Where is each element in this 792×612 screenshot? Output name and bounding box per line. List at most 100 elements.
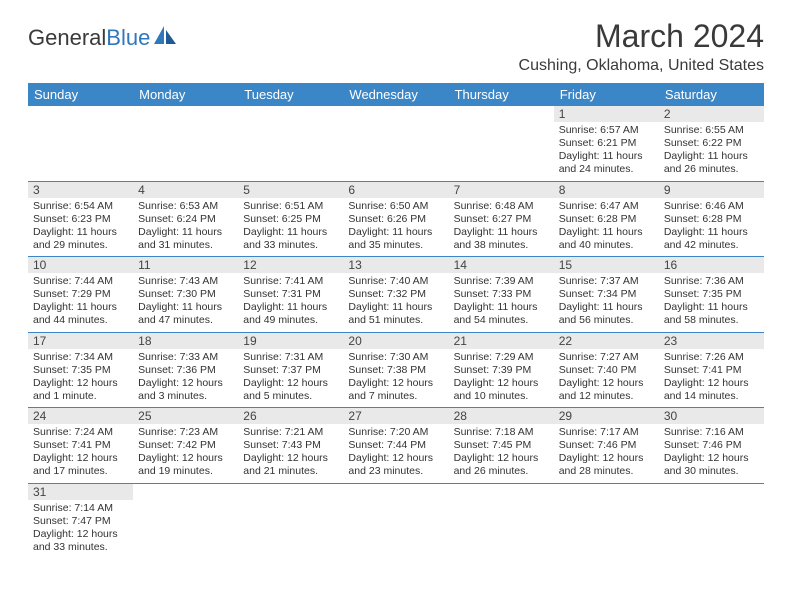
calendar-cell <box>449 483 554 558</box>
calendar-cell <box>238 483 343 558</box>
day-content: Sunrise: 7:41 AMSunset: 7:31 PMDaylight:… <box>238 273 343 332</box>
day-content: Sunrise: 6:57 AMSunset: 6:21 PMDaylight:… <box>554 122 659 181</box>
day-number: 31 <box>28 484 133 500</box>
calendar-cell <box>554 483 659 558</box>
calendar-row: 17Sunrise: 7:34 AMSunset: 7:35 PMDayligh… <box>28 332 764 408</box>
logo-word1: General <box>28 25 106 50</box>
col-tuesday: Tuesday <box>238 83 343 106</box>
calendar-cell: 15Sunrise: 7:37 AMSunset: 7:34 PMDayligh… <box>554 257 659 333</box>
day-content: Sunrise: 7:30 AMSunset: 7:38 PMDaylight:… <box>343 349 448 408</box>
day-number: 20 <box>343 333 448 349</box>
day-content: Sunrise: 6:55 AMSunset: 6:22 PMDaylight:… <box>659 122 764 181</box>
calendar-cell <box>343 106 448 181</box>
day-content: Sunrise: 6:46 AMSunset: 6:28 PMDaylight:… <box>659 198 764 257</box>
day-number: 26 <box>238 408 343 424</box>
logo-word2: Blue <box>106 25 150 50</box>
calendar-cell: 14Sunrise: 7:39 AMSunset: 7:33 PMDayligh… <box>449 257 554 333</box>
day-number: 9 <box>659 182 764 198</box>
calendar-cell: 23Sunrise: 7:26 AMSunset: 7:41 PMDayligh… <box>659 332 764 408</box>
calendar-cell <box>28 106 133 181</box>
day-content: Sunrise: 7:39 AMSunset: 7:33 PMDaylight:… <box>449 273 554 332</box>
day-content: Sunrise: 7:44 AMSunset: 7:29 PMDaylight:… <box>28 273 133 332</box>
calendar-cell: 3Sunrise: 6:54 AMSunset: 6:23 PMDaylight… <box>28 181 133 257</box>
day-content: Sunrise: 7:34 AMSunset: 7:35 PMDaylight:… <box>28 349 133 408</box>
header-row: Sunday Monday Tuesday Wednesday Thursday… <box>28 83 764 106</box>
day-number: 29 <box>554 408 659 424</box>
calendar-cell <box>449 106 554 181</box>
calendar-cell: 6Sunrise: 6:50 AMSunset: 6:26 PMDaylight… <box>343 181 448 257</box>
calendar-cell: 4Sunrise: 6:53 AMSunset: 6:24 PMDaylight… <box>133 181 238 257</box>
day-content: Sunrise: 6:54 AMSunset: 6:23 PMDaylight:… <box>28 198 133 257</box>
calendar-cell: 12Sunrise: 7:41 AMSunset: 7:31 PMDayligh… <box>238 257 343 333</box>
day-content: Sunrise: 7:40 AMSunset: 7:32 PMDaylight:… <box>343 273 448 332</box>
day-content: Sunrise: 7:20 AMSunset: 7:44 PMDaylight:… <box>343 424 448 483</box>
day-content: Sunrise: 6:50 AMSunset: 6:26 PMDaylight:… <box>343 198 448 257</box>
calendar-cell: 25Sunrise: 7:23 AMSunset: 7:42 PMDayligh… <box>133 408 238 484</box>
calendar-cell: 26Sunrise: 7:21 AMSunset: 7:43 PMDayligh… <box>238 408 343 484</box>
day-number: 27 <box>343 408 448 424</box>
day-number: 24 <box>28 408 133 424</box>
calendar-cell <box>659 483 764 558</box>
calendar-cell: 16Sunrise: 7:36 AMSunset: 7:35 PMDayligh… <box>659 257 764 333</box>
day-content: Sunrise: 7:31 AMSunset: 7:37 PMDaylight:… <box>238 349 343 408</box>
title-block: March 2024 Cushing, Oklahoma, United Sta… <box>519 18 764 75</box>
logo-text: GeneralBlue <box>28 28 150 48</box>
day-number: 12 <box>238 257 343 273</box>
day-content: Sunrise: 6:53 AMSunset: 6:24 PMDaylight:… <box>133 198 238 257</box>
sail-icon <box>152 24 178 51</box>
calendar-cell: 1Sunrise: 6:57 AMSunset: 6:21 PMDaylight… <box>554 106 659 181</box>
day-number: 17 <box>28 333 133 349</box>
day-content: Sunrise: 7:27 AMSunset: 7:40 PMDaylight:… <box>554 349 659 408</box>
day-number: 21 <box>449 333 554 349</box>
day-content: Sunrise: 7:37 AMSunset: 7:34 PMDaylight:… <box>554 273 659 332</box>
day-number: 13 <box>343 257 448 273</box>
calendar-cell: 31Sunrise: 7:14 AMSunset: 7:47 PMDayligh… <box>28 483 133 558</box>
calendar-cell: 27Sunrise: 7:20 AMSunset: 7:44 PMDayligh… <box>343 408 448 484</box>
day-number: 14 <box>449 257 554 273</box>
day-number: 22 <box>554 333 659 349</box>
col-saturday: Saturday <box>659 83 764 106</box>
calendar-cell: 19Sunrise: 7:31 AMSunset: 7:37 PMDayligh… <box>238 332 343 408</box>
logo: GeneralBlue <box>28 18 178 51</box>
calendar-row: 24Sunrise: 7:24 AMSunset: 7:41 PMDayligh… <box>28 408 764 484</box>
calendar-cell: 13Sunrise: 7:40 AMSunset: 7:32 PMDayligh… <box>343 257 448 333</box>
calendar-cell: 17Sunrise: 7:34 AMSunset: 7:35 PMDayligh… <box>28 332 133 408</box>
calendar-cell: 29Sunrise: 7:17 AMSunset: 7:46 PMDayligh… <box>554 408 659 484</box>
day-number: 16 <box>659 257 764 273</box>
day-content: Sunrise: 7:23 AMSunset: 7:42 PMDaylight:… <box>133 424 238 483</box>
day-content: Sunrise: 7:21 AMSunset: 7:43 PMDaylight:… <box>238 424 343 483</box>
calendar-row: 3Sunrise: 6:54 AMSunset: 6:23 PMDaylight… <box>28 181 764 257</box>
day-number: 11 <box>133 257 238 273</box>
calendar-cell: 20Sunrise: 7:30 AMSunset: 7:38 PMDayligh… <box>343 332 448 408</box>
calendar-cell <box>343 483 448 558</box>
calendar-cell: 2Sunrise: 6:55 AMSunset: 6:22 PMDaylight… <box>659 106 764 181</box>
day-number: 15 <box>554 257 659 273</box>
calendar-row: 31Sunrise: 7:14 AMSunset: 7:47 PMDayligh… <box>28 483 764 558</box>
day-content: Sunrise: 7:24 AMSunset: 7:41 PMDaylight:… <box>28 424 133 483</box>
calendar-cell: 28Sunrise: 7:18 AMSunset: 7:45 PMDayligh… <box>449 408 554 484</box>
calendar-cell <box>238 106 343 181</box>
day-number: 28 <box>449 408 554 424</box>
calendar-cell: 8Sunrise: 6:47 AMSunset: 6:28 PMDaylight… <box>554 181 659 257</box>
day-number: 5 <box>238 182 343 198</box>
calendar-cell: 30Sunrise: 7:16 AMSunset: 7:46 PMDayligh… <box>659 408 764 484</box>
calendar-row: 10Sunrise: 7:44 AMSunset: 7:29 PMDayligh… <box>28 257 764 333</box>
day-number: 19 <box>238 333 343 349</box>
day-number: 6 <box>343 182 448 198</box>
day-content: Sunrise: 6:48 AMSunset: 6:27 PMDaylight:… <box>449 198 554 257</box>
day-number: 7 <box>449 182 554 198</box>
col-thursday: Thursday <box>449 83 554 106</box>
day-number: 1 <box>554 106 659 122</box>
calendar-cell <box>133 483 238 558</box>
col-wednesday: Wednesday <box>343 83 448 106</box>
calendar-cell: 21Sunrise: 7:29 AMSunset: 7:39 PMDayligh… <box>449 332 554 408</box>
page-title: March 2024 <box>519 18 764 55</box>
day-content: Sunrise: 7:26 AMSunset: 7:41 PMDaylight:… <box>659 349 764 408</box>
col-monday: Monday <box>133 83 238 106</box>
day-number: 4 <box>133 182 238 198</box>
calendar-cell <box>133 106 238 181</box>
day-number: 8 <box>554 182 659 198</box>
day-number: 23 <box>659 333 764 349</box>
day-number: 18 <box>133 333 238 349</box>
day-number: 3 <box>28 182 133 198</box>
